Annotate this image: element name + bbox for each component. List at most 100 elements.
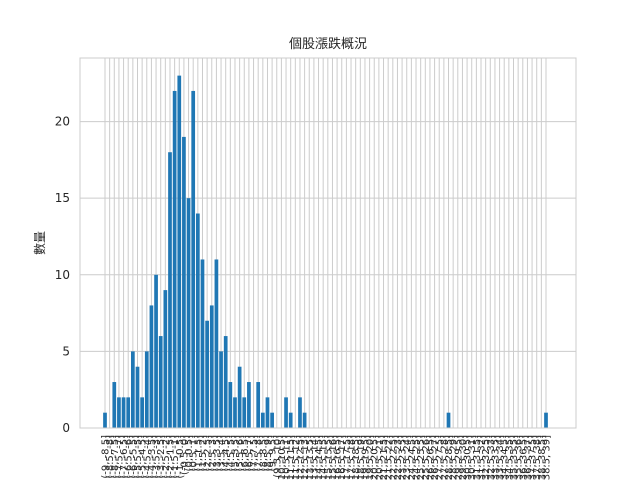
bar (135, 366, 140, 428)
bar (284, 397, 288, 428)
x-tick-label: (15.5, 16] (328, 435, 339, 480)
x-tick-label: (16.5, 17] (337, 435, 348, 480)
x-tick-label: (28, 28.5] (444, 435, 455, 480)
bar (130, 351, 135, 428)
x-tick-label: (25.5, 26] (421, 435, 432, 480)
x-tick-label: (32.5, 33] (486, 435, 497, 480)
bar (121, 397, 126, 428)
bar (265, 397, 270, 428)
x-tick-label: (7.5, 8] (254, 435, 265, 472)
x-tick-label: (36.5, 37] (523, 435, 534, 480)
y-axis-label: 數量 (33, 231, 47, 255)
x-tick-label: (6, 6.5] (240, 435, 251, 472)
x-tick-label: (35, 35.5] (509, 435, 520, 480)
y-tick-label: 20 (55, 115, 70, 129)
bars (103, 75, 548, 429)
x-tick-label: (21.5, 22] (384, 435, 395, 480)
x-tick-label: (-6, -5.5] (128, 435, 139, 479)
x-tick-label: (32, 32.5] (481, 435, 492, 480)
x-tick-label: (29, 29.5] (453, 435, 464, 480)
x-tick-label: (14, 14.5] (314, 435, 325, 480)
x-tick-label: (34, 34.5] (500, 435, 511, 480)
x-tick-label: (10.5, 11] (282, 435, 293, 480)
x-tick-label: (16, 16.5] (333, 435, 344, 480)
bar (446, 412, 451, 428)
bar (270, 412, 274, 428)
x-tick-label: (9.5, 10] (272, 435, 283, 478)
x-tick-labels: (-9, -8.5](-8.5, -8](-8, -7.5](-7.5, -7]… (101, 435, 553, 480)
x-tick-label: (0, 0.5] (184, 435, 195, 472)
x-tick-label: (-3, -2.5] (156, 435, 167, 479)
x-tick-label: (3, 3.5] (212, 435, 223, 472)
x-tick-label: (-8.5, -8] (105, 435, 116, 479)
x-tick-label: (-7, -6.5] (119, 435, 130, 479)
x-tick-label: (27, 27.5] (435, 435, 446, 480)
x-tick-label: (22.5, 23] (393, 435, 404, 480)
x-tick-label: (28.5, 29] (449, 435, 460, 480)
x-tick-label: (1.5, 2] (198, 435, 209, 472)
x-tick-label: (18.5, 19] (356, 435, 367, 480)
bar (219, 351, 223, 428)
x-tick-label: (26.5, 27] (430, 435, 441, 480)
x-tick-label: (20, 20.5] (370, 435, 381, 480)
bar (140, 397, 144, 428)
bar (177, 75, 182, 428)
x-tick-label: (17.5, 18] (347, 435, 358, 480)
x-tick-label: (2, 2.5] (203, 435, 214, 472)
x-tick-label: (31.5, 32] (477, 435, 488, 480)
x-tick-label: (4, 4.5] (221, 435, 232, 472)
bar (209, 305, 214, 428)
bar (288, 412, 293, 428)
y-tick-label: 0 (62, 421, 70, 435)
x-tick-label: (0.5, 1] (189, 435, 200, 472)
bar (154, 274, 158, 428)
x-tick-label: (-1.5, -1] (170, 435, 181, 479)
bar (103, 412, 107, 428)
bar (200, 259, 205, 428)
x-tick-label: (36, 36.5] (518, 435, 529, 480)
bar (544, 412, 548, 428)
x-tick-label: (-2.5, -2] (161, 435, 172, 479)
x-tick-label: (27.5, 28] (439, 435, 450, 480)
x-tick-label: (-6.5, -6] (124, 435, 135, 479)
bar (191, 90, 196, 429)
x-tick-label: (-8, -7.5] (110, 435, 121, 479)
x-tick-label: (31, 31.5] (472, 435, 483, 480)
x-tick-label: (24.5, 25] (412, 435, 423, 480)
bar (233, 397, 237, 428)
bar (117, 397, 121, 428)
x-tick-label: (-0.5, 0] (179, 435, 190, 475)
bar (205, 320, 209, 428)
x-tick-label: (26, 26.5] (425, 435, 436, 480)
bar (195, 213, 200, 428)
x-tick-label: (-2, -1.5] (165, 435, 176, 479)
x-tick-label: (2.5, 3] (207, 435, 218, 472)
y-tick-labels: 0 5 10 15 20 (55, 115, 70, 435)
x-tick-label: (-5.5, -5] (133, 435, 144, 479)
x-tick-label: (12, 12.5] (295, 435, 306, 480)
bar (260, 412, 265, 428)
x-tick-label: (30.5, 31] (467, 435, 478, 480)
x-tick-label: (-1, -0.5] (175, 435, 186, 479)
x-tick-label: (-7.5, -7] (114, 435, 125, 479)
x-tick-label: (12.5, 13] (300, 435, 311, 480)
x-tick-label: (18, 18.5] (351, 435, 362, 480)
x-tick-label: (37, 37.5] (528, 435, 539, 480)
x-tick-label: (21, 21.5] (379, 435, 390, 480)
x-tick-label: (-4.5, -4] (142, 435, 153, 479)
x-tick-label: (30, 30.5] (463, 435, 474, 480)
x-tick-label: (25, 25.5] (416, 435, 427, 480)
bar (256, 382, 261, 428)
x-tick-label: (24, 24.5] (407, 435, 418, 480)
x-tick-label: (22, 22.5] (388, 435, 399, 480)
x-tick-label: (6.5, 7] (244, 435, 255, 472)
x-tick-label: (23.5, 24] (402, 435, 413, 480)
x-tick-label: (5.5, 6] (235, 435, 246, 472)
x-tick-label: (34.5, 35] (504, 435, 515, 480)
x-tick-label: (13.5, 14] (309, 435, 320, 480)
bar (186, 198, 191, 428)
x-tick-label: (38.5, 39] (542, 435, 553, 480)
x-tick-label: (-9, -8.5] (101, 435, 112, 479)
bar (149, 305, 154, 428)
bar (172, 90, 177, 429)
